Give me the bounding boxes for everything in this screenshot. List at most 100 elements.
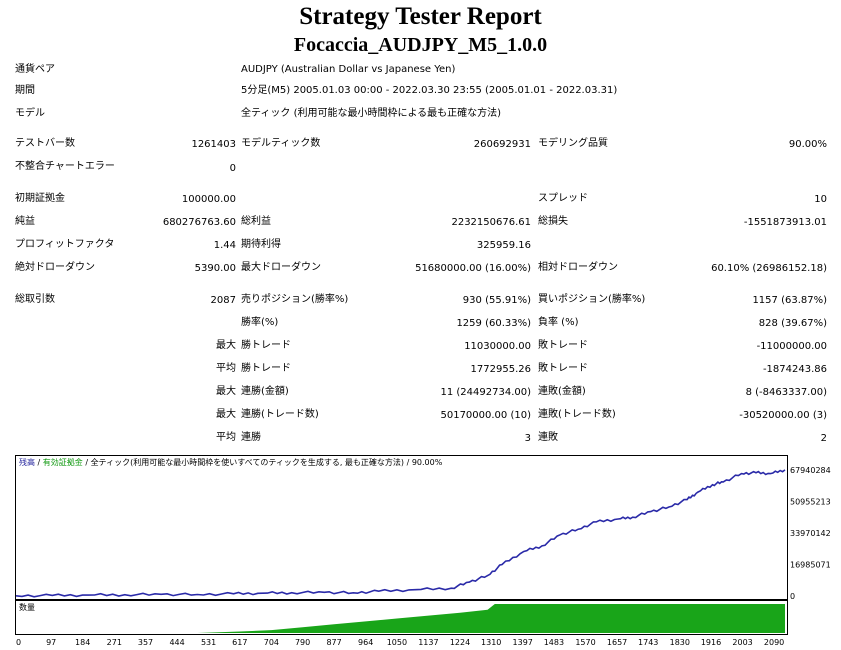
total-trades-label: 総取引数 — [15, 294, 55, 305]
stat-prefix: 最大 — [216, 409, 236, 420]
stat-label: 連敗(金額) — [538, 386, 586, 397]
total-trades-value: 2087 — [210, 295, 236, 306]
x-tick-label: 1050 — [387, 638, 407, 647]
deposit-value: 100000.00 — [181, 194, 236, 205]
test-bars-label: テストバー数 — [15, 138, 75, 149]
test-bars-value: 1261403 — [191, 139, 236, 150]
stat-label: 連勝(トレード数) — [241, 409, 319, 420]
stat-value: 11030000.00 — [464, 341, 531, 352]
stat-label: 連敗(トレード数) — [538, 409, 616, 420]
report-subtitle: Focaccia_AUDJPY_M5_1.0.0 — [293, 34, 548, 56]
period-value: 5分足(M5) 2005.01.03 00:00 - 2022.03.30 23… — [241, 85, 618, 96]
x-tick-label: 357 — [138, 638, 153, 647]
rel-drawdown-value: 60.10% (26986152.18) — [711, 263, 827, 274]
net-profit-value: 680276763.60 — [162, 217, 236, 228]
legend-balance: 残高 — [19, 458, 35, 467]
expected-payoff-value: 325959.16 — [476, 240, 531, 251]
gross-loss-label: 総損失 — [538, 216, 568, 227]
spread-value: 10 — [814, 194, 827, 205]
symbol-label: 通貨ペア — [15, 64, 55, 75]
x-tick-label: 271 — [107, 638, 122, 647]
rel-drawdown-label: 相対ドローダウン — [538, 262, 618, 273]
x-tick-label: 1397 — [513, 638, 533, 647]
stat-prefix: 最大 — [216, 340, 236, 351]
model-ticks-value: 260692931 — [473, 139, 531, 150]
legend-equity: 有効証拠金 — [42, 458, 83, 467]
x-tick-label: 1743 — [638, 638, 658, 647]
short-positions-value: 930 (55.91%) — [462, 295, 531, 306]
gross-loss-value: -1551873913.01 — [743, 217, 827, 228]
model-quality-value: 90.00% — [788, 139, 827, 150]
short-positions-label: 売りポジション(勝率%) — [241, 294, 349, 305]
stat-value: -30520000.00 (3) — [739, 410, 827, 421]
x-tick-label: 877 — [326, 638, 341, 647]
x-tick-label: 1916 — [701, 638, 721, 647]
volume-chart-frame — [15, 600, 788, 635]
period-label: 期間 — [15, 85, 35, 96]
x-tick-label: 790 — [295, 638, 310, 647]
legend-model: 全ティック(利用可能な最小時間枠を使いすべてのティックを生成する, 最も正確な方… — [90, 458, 443, 467]
legend-sep: / — [35, 458, 43, 467]
volume-label: 数量 — [19, 603, 35, 612]
x-tick-label: 964 — [358, 638, 373, 647]
y-tick-label: 50955213 — [790, 498, 831, 507]
win-rate-label: 勝率(%) — [241, 317, 279, 328]
model-ticks-label: モデルティック数 — [241, 138, 321, 149]
mismatch-label: 不整合チャートエラー — [15, 161, 115, 172]
stat-prefix: 平均 — [216, 363, 236, 374]
expected-payoff-label: 期待利得 — [241, 239, 281, 250]
abs-drawdown-value: 5390.00 — [194, 263, 236, 274]
stat-value: 8 (-8463337.00) — [745, 387, 827, 398]
max-drawdown-label: 最大ドローダウン — [241, 262, 321, 273]
net-profit-label: 純益 — [15, 216, 35, 227]
x-tick-label: 617 — [232, 638, 247, 647]
gross-profit-label: 総利益 — [241, 216, 271, 227]
loss-rate-value: 828 (39.67%) — [758, 318, 827, 329]
stat-label: 勝トレード — [241, 340, 291, 351]
report-title: Strategy Tester Report — [299, 3, 542, 30]
stat-value: 11 (24492734.00) — [440, 387, 531, 398]
x-tick-label: 1570 — [575, 638, 595, 647]
y-tick-label: 16985071 — [790, 561, 831, 570]
long-positions-value: 1157 (63.87%) — [752, 295, 827, 306]
x-tick-label: 444 — [169, 638, 184, 647]
y-tick-label: 67940284 — [790, 466, 831, 475]
x-tick-label: 704 — [264, 638, 279, 647]
x-tick-label: 531 — [201, 638, 216, 647]
stat-value: -11000000.00 — [756, 341, 827, 352]
stat-label: 連勝 — [241, 432, 261, 443]
long-positions-label: 買いポジション(勝率%) — [538, 294, 646, 305]
abs-drawdown-label: 絶対ドローダウン — [15, 262, 95, 273]
x-tick-label: 1137 — [418, 638, 438, 647]
win-rate-value: 1259 (60.33%) — [456, 318, 531, 329]
x-tick-label: 1657 — [607, 638, 627, 647]
x-tick-label: 1483 — [544, 638, 564, 647]
profit-factor-label: プロフィットファクタ — [15, 239, 115, 250]
spread-label: スプレッド — [538, 193, 588, 204]
stat-label: 敗トレード — [538, 340, 588, 351]
stat-value: -1874243.86 — [762, 364, 827, 375]
x-tick-label: 2003 — [732, 638, 752, 647]
stat-prefix: 平均 — [216, 432, 236, 443]
stat-value: 2 — [820, 433, 827, 444]
x-tick-label: 1224 — [450, 638, 470, 647]
stat-label: 連敗 — [538, 432, 558, 443]
stat-label: 敗トレード — [538, 363, 588, 374]
max-drawdown-value: 51680000.00 (16.00%) — [415, 263, 531, 274]
x-tick-label: 0 — [16, 638, 21, 647]
deposit-label: 初期証拠金 — [15, 193, 65, 204]
stat-value: 50170000.00 (10) — [440, 410, 531, 421]
y-tick-label: 33970142 — [790, 529, 831, 538]
stat-label: 連勝(金額) — [241, 386, 289, 397]
x-tick-label: 97 — [46, 638, 56, 647]
stat-prefix: 最大 — [216, 386, 236, 397]
x-tick-label: 2090 — [764, 638, 784, 647]
equity-chart-frame — [15, 455, 788, 600]
gross-profit-value: 2232150676.61 — [451, 217, 531, 228]
stat-value: 3 — [524, 433, 531, 444]
y-tick-label: 0 — [790, 592, 795, 601]
profit-factor-value: 1.44 — [213, 240, 236, 251]
model-value: 全ティック (利用可能な最小時間枠による最も正確な方法) — [241, 108, 502, 119]
x-tick-label: 184 — [75, 638, 90, 647]
legend-sep: / — [82, 458, 91, 467]
